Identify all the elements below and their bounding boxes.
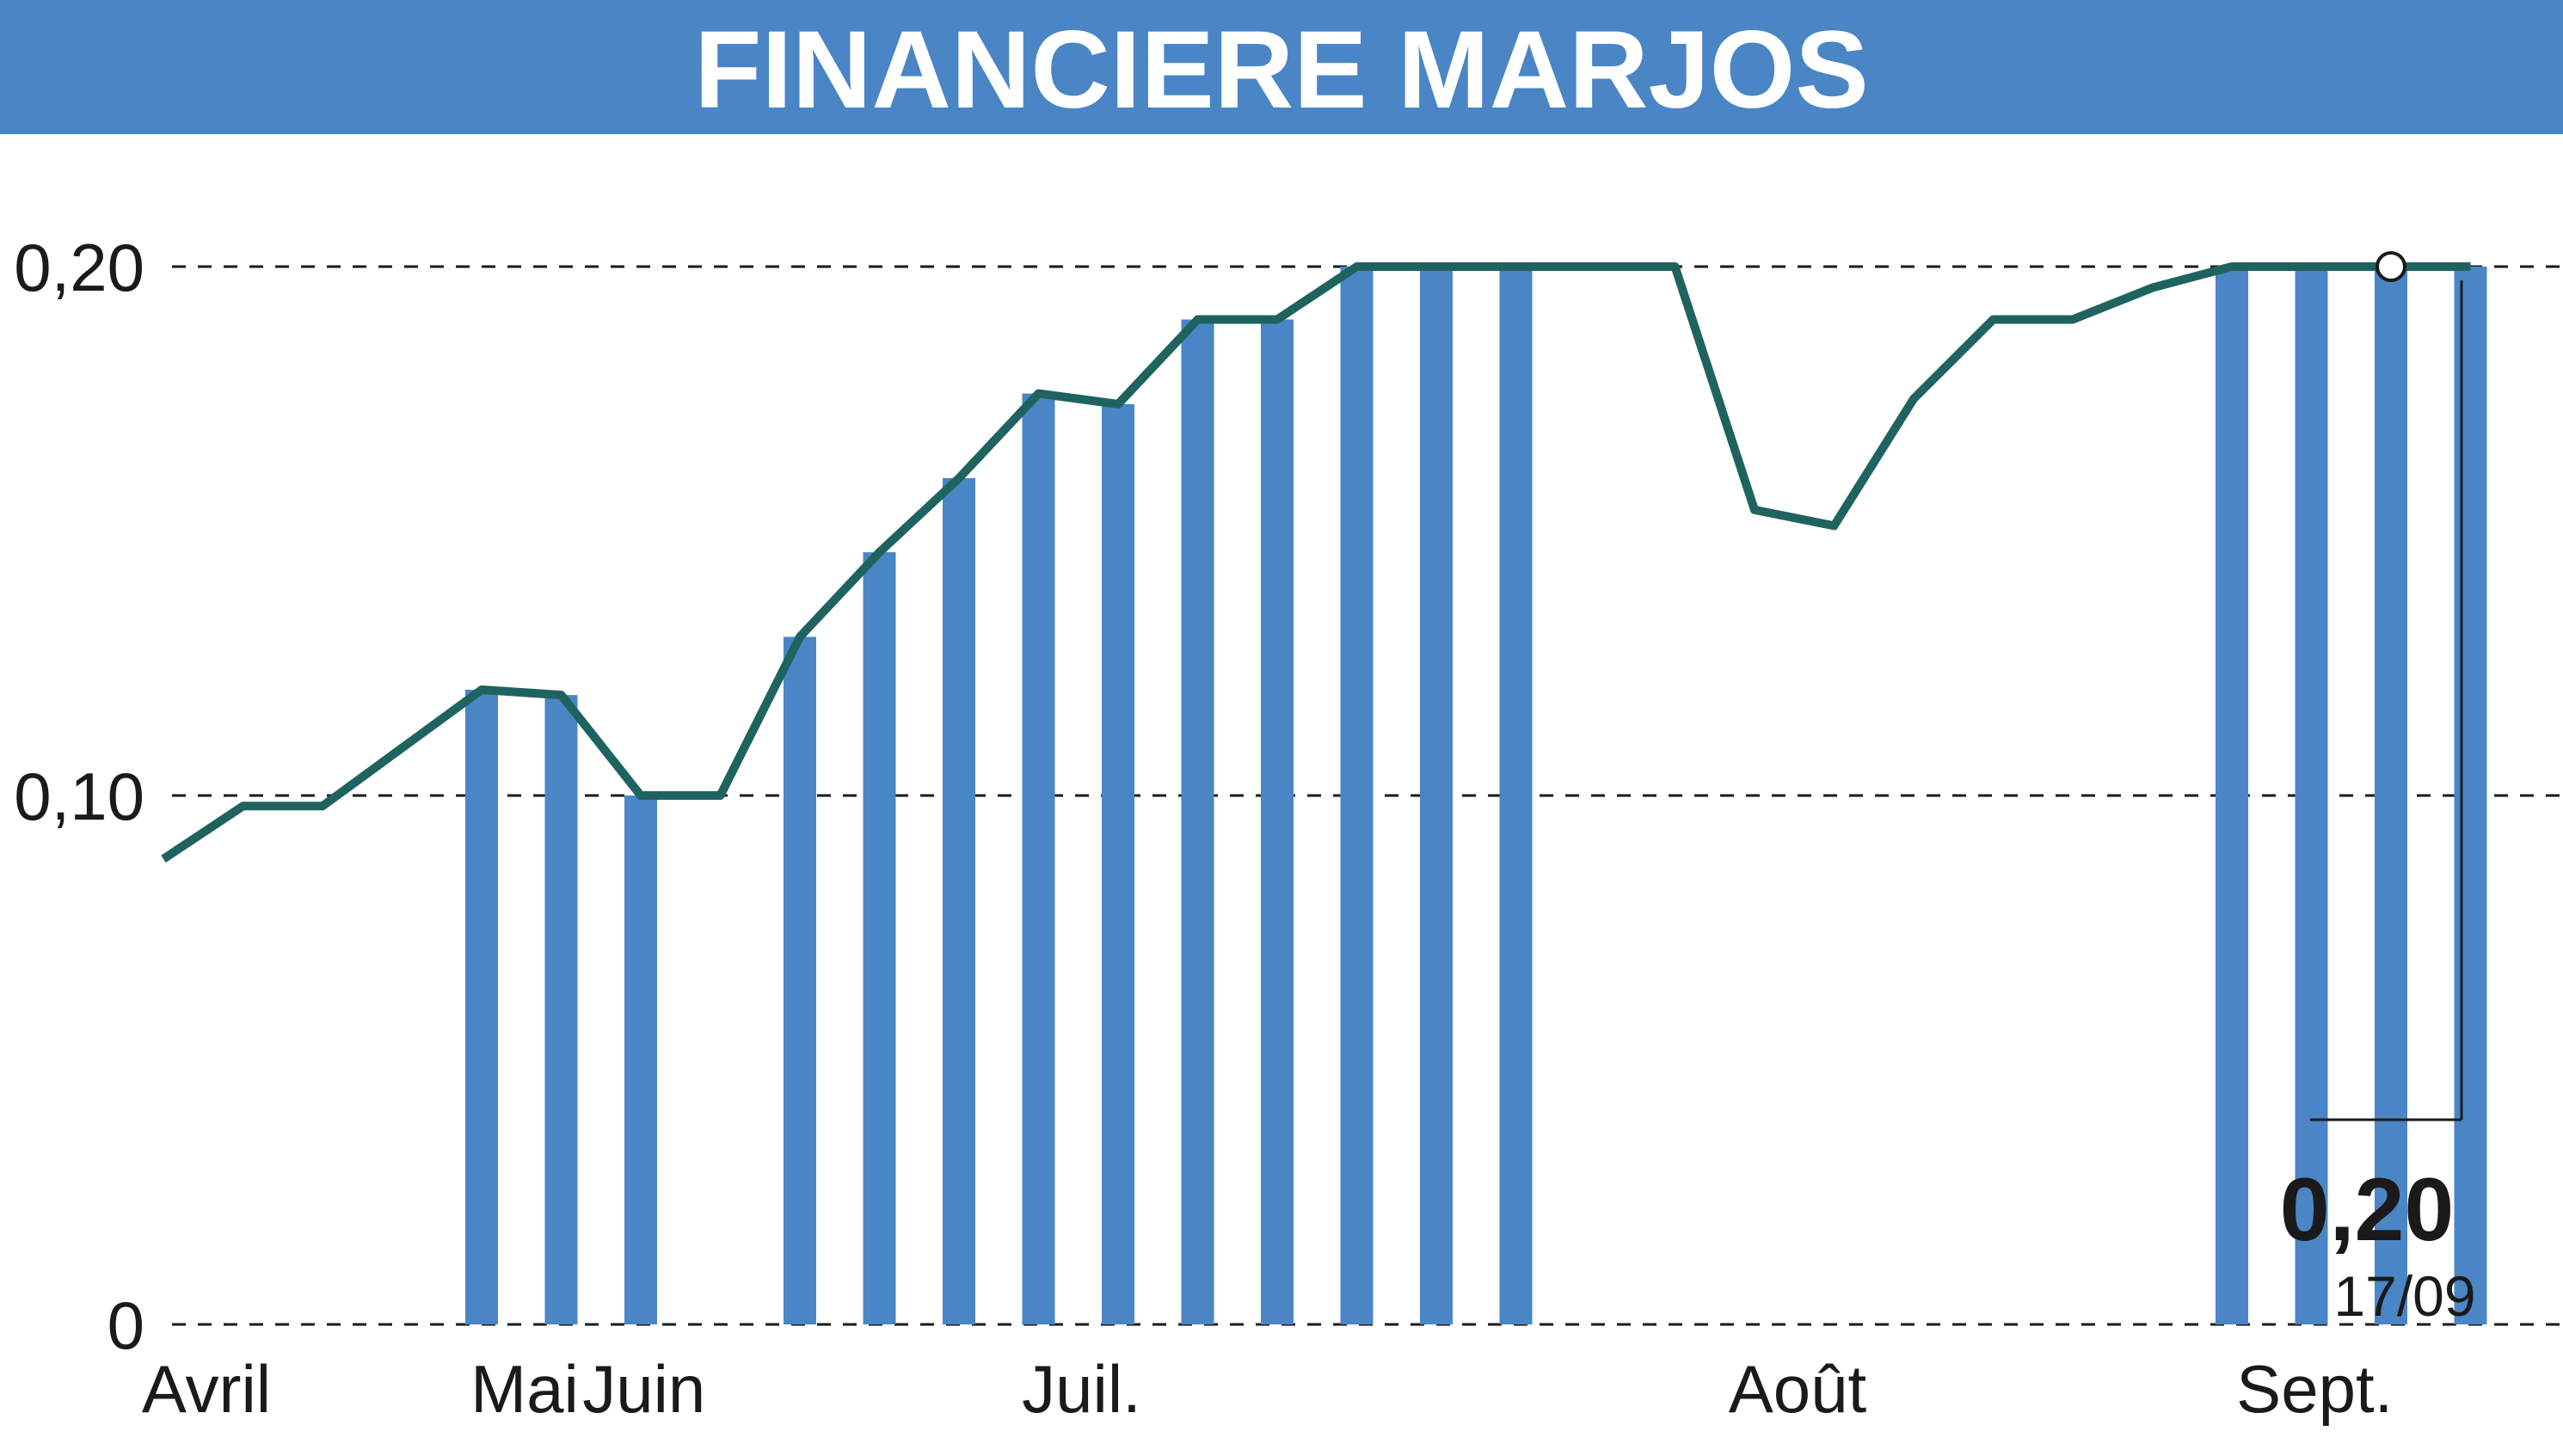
chart-title: FINANCIERE MARJOS	[694, 9, 1868, 132]
volume-bar	[1022, 393, 1055, 1325]
last-point-marker	[2376, 251, 2406, 282]
volume-bar	[2454, 267, 2487, 1324]
volume-bar	[624, 796, 657, 1324]
volume-bar	[943, 478, 975, 1324]
x-tick-label: Juil.	[1022, 1351, 1141, 1427]
x-tick-label: Juin	[582, 1351, 705, 1427]
y-axis-ticks: 0 0,10 0,20	[14, 230, 144, 1363]
volume-bar	[784, 636, 816, 1324]
volume-bar	[544, 695, 578, 1324]
volume-bar	[465, 690, 498, 1324]
y-tick-label: 0,20	[14, 230, 144, 305]
volume-bar	[1420, 267, 1453, 1324]
volume-bar	[2216, 267, 2248, 1324]
volume-bar	[2295, 267, 2328, 1324]
x-tick-label: Mai	[470, 1351, 579, 1427]
header-band	[0, 0, 2563, 134]
y-tick-label: 0	[108, 1287, 144, 1363]
y-tick-label: 0,10	[14, 759, 144, 834]
volume-bar	[1261, 319, 1294, 1324]
volume-bar	[1499, 267, 1533, 1324]
volume-bar	[1340, 267, 1374, 1324]
x-tick-label: Sept.	[2236, 1351, 2393, 1427]
last-value-callout: 0,20 17/09	[2280, 280, 2476, 1328]
last-date-label: 17/09	[2333, 1264, 2475, 1328]
price-line	[161, 262, 2471, 863]
volume-bar	[1181, 319, 1214, 1324]
x-axis-ticks: Avril Mai Juin Juil. Août Sept.	[142, 1351, 2393, 1427]
last-value-label: 0,20	[2280, 1160, 2454, 1260]
x-tick-label: Avril	[142, 1351, 271, 1427]
volume-bar	[863, 552, 896, 1324]
x-tick-label: Août	[1729, 1351, 1867, 1427]
volume-bars	[465, 267, 2487, 1325]
volume-bar	[1102, 403, 1134, 1324]
price-line-group	[161, 251, 2471, 863]
volume-bar	[2375, 267, 2407, 1324]
